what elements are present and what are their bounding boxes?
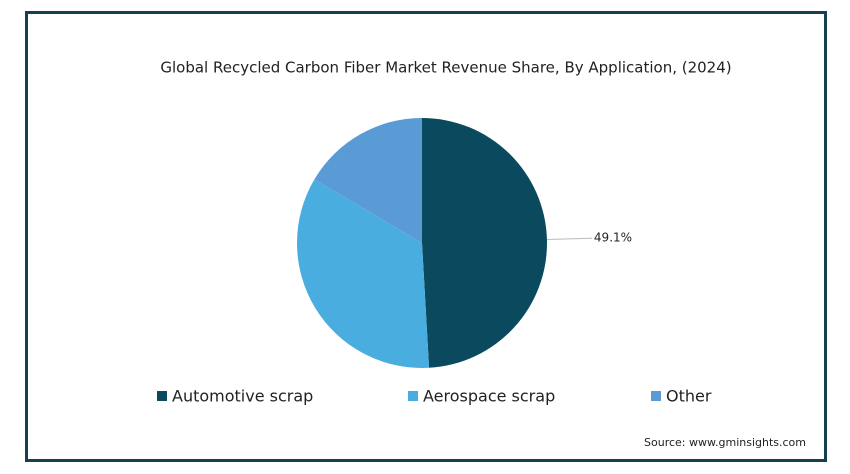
legend-label: Automotive scrap	[172, 387, 313, 406]
legend-label: Aerospace scrap	[423, 387, 555, 406]
legend-label: Other	[666, 387, 712, 406]
legend-swatch	[157, 391, 167, 401]
legend-swatch	[408, 391, 418, 401]
legend-swatch	[651, 391, 661, 401]
pie-slice	[314, 118, 422, 243]
pie-slice	[422, 118, 548, 368]
pie-slice	[297, 179, 430, 369]
leader-line	[546, 237, 592, 240]
data-label: 49.1%	[594, 231, 632, 245]
chart-title: Global Recycled Carbon Fiber Market Reve…	[160, 59, 731, 77]
source: Source: www.gminsights.com	[644, 436, 806, 449]
